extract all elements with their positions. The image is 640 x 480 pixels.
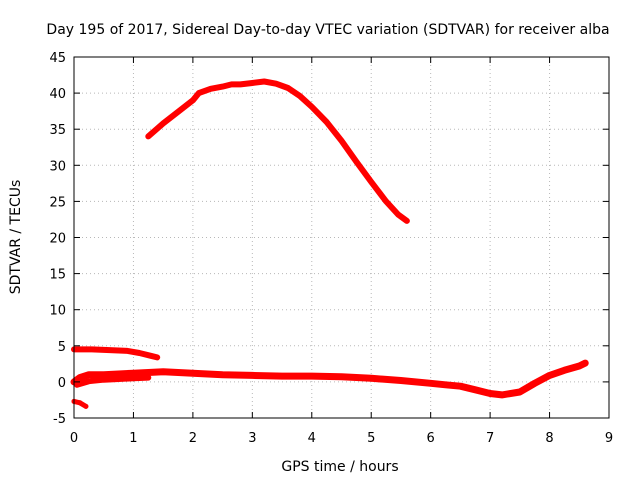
y-tick-label: -5 xyxy=(53,412,66,427)
data-point xyxy=(547,372,553,378)
data-point xyxy=(273,81,279,87)
data-point xyxy=(339,374,344,380)
y-tick-label: 45 xyxy=(49,51,66,66)
data-point xyxy=(101,372,107,378)
data-point xyxy=(576,363,582,369)
data-point xyxy=(77,400,83,406)
data-point xyxy=(190,370,196,376)
data-point xyxy=(101,377,107,383)
data-point xyxy=(443,382,448,388)
data-point xyxy=(309,104,315,110)
data-point xyxy=(160,369,166,375)
x-tick-label: 6 xyxy=(427,431,435,446)
data-point xyxy=(77,375,83,381)
data-point xyxy=(89,346,95,352)
data-point xyxy=(249,372,255,378)
data-point xyxy=(517,389,523,395)
data-point xyxy=(472,387,478,393)
data-point xyxy=(220,372,226,378)
data-point xyxy=(196,90,202,96)
data-point xyxy=(83,403,89,409)
x-tick-label: 1 xyxy=(129,431,137,446)
data-point xyxy=(309,373,315,379)
x-tick-label: 8 xyxy=(545,431,553,446)
data-point xyxy=(249,80,255,86)
data-point xyxy=(148,353,154,359)
data-point xyxy=(383,198,389,204)
data-point xyxy=(324,119,330,125)
series-line-arc-main xyxy=(70,359,589,399)
data-point xyxy=(116,376,122,382)
grid xyxy=(74,57,609,418)
data-point xyxy=(86,378,92,384)
data-point xyxy=(175,109,181,115)
y-axis-label: SDTVAR / TECUs xyxy=(8,180,24,295)
data-point xyxy=(107,347,113,353)
y-tick-label: 30 xyxy=(49,159,66,174)
y-tick-label: 5 xyxy=(58,340,66,355)
x-axis-label: GPS time / hours xyxy=(281,459,398,475)
data-point xyxy=(208,86,214,92)
x-tick-label: 5 xyxy=(367,431,375,446)
data-point xyxy=(279,373,285,379)
data-point xyxy=(86,372,92,378)
x-tick-label: 2 xyxy=(189,431,197,446)
data-point xyxy=(130,370,136,376)
series-line-arc-low-start xyxy=(71,346,161,361)
data-point xyxy=(428,380,434,386)
data-point xyxy=(125,348,130,354)
x-tick-label: 9 xyxy=(605,431,613,446)
data-point xyxy=(457,383,463,389)
data-point xyxy=(532,380,538,386)
x-tick-label: 3 xyxy=(248,431,256,446)
data-point xyxy=(368,179,374,185)
data-point xyxy=(398,378,404,383)
data-point xyxy=(160,120,166,126)
data-point xyxy=(499,392,505,398)
y-tick-label: 10 xyxy=(49,304,66,319)
data-point xyxy=(368,375,374,381)
y-tick-label: 35 xyxy=(49,123,66,138)
data-point xyxy=(395,211,401,217)
data-point xyxy=(237,81,243,87)
x-tick-label: 7 xyxy=(486,431,494,446)
chart-title: Day 195 of 2017, Sidereal Day-to-day VTE… xyxy=(46,22,609,38)
x-tick-label: 4 xyxy=(308,431,316,446)
series-line-arc-high xyxy=(145,78,410,224)
data-point xyxy=(130,375,136,381)
x-tick-label: 0 xyxy=(70,431,78,446)
y-tick-label: 20 xyxy=(49,232,66,247)
data-point xyxy=(145,370,151,375)
data-point xyxy=(353,159,359,165)
y-tick-label: 25 xyxy=(49,195,66,210)
data-point xyxy=(404,218,410,224)
data-point xyxy=(220,84,226,90)
data-point xyxy=(582,360,588,366)
data-point xyxy=(74,382,80,388)
data-point xyxy=(261,79,267,84)
y-tick-label: 40 xyxy=(49,87,66,102)
data-point xyxy=(154,354,160,360)
data-point xyxy=(561,367,567,373)
data-point xyxy=(339,138,344,144)
y-tick-label: 15 xyxy=(49,268,66,283)
data-point xyxy=(136,350,142,356)
data-point xyxy=(285,85,291,91)
data-point xyxy=(145,133,151,139)
data-point xyxy=(229,81,234,87)
data-point xyxy=(116,371,122,377)
data-point xyxy=(190,97,196,103)
data-point xyxy=(487,391,493,396)
y-tick-label: 0 xyxy=(58,376,66,391)
data-series xyxy=(70,78,589,409)
data-point xyxy=(145,375,151,381)
data-point xyxy=(297,93,303,99)
